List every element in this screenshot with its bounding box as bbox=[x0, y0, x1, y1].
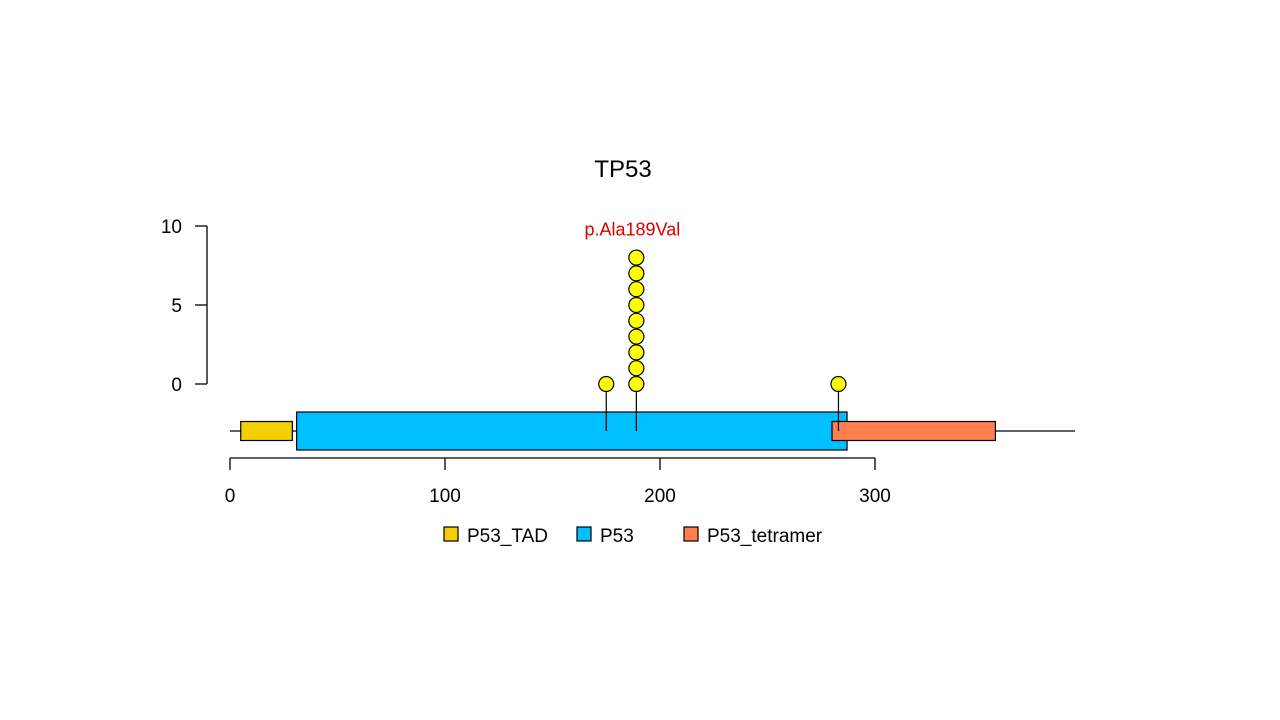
lollipop-point bbox=[628, 296, 645, 314]
x-tick-label: 300 bbox=[859, 486, 891, 507]
legend-swatch bbox=[683, 526, 699, 542]
lollipop-point bbox=[628, 328, 645, 345]
legend-label: P53_TAD bbox=[467, 526, 548, 547]
mutation-label: p.Ala189Val bbox=[584, 220, 680, 240]
lollipop-point bbox=[628, 281, 645, 298]
x-axis: 0 100 200 300 bbox=[225, 457, 891, 507]
mutation-lollipops: p.Ala189Val bbox=[584, 220, 847, 431]
legend-swatch bbox=[576, 526, 592, 542]
lollipop-point bbox=[628, 265, 645, 282]
lollipop-point bbox=[628, 249, 645, 266]
x-tick-label: 200 bbox=[644, 486, 676, 507]
y-tick-label: 0 bbox=[171, 375, 182, 396]
domain-boxes bbox=[240, 411, 996, 451]
lollipop-point bbox=[628, 344, 645, 361]
domain-p53-tad bbox=[240, 420, 293, 442]
domain-p53 bbox=[296, 411, 848, 451]
lollipop-point bbox=[598, 375, 615, 393]
legend-label: P53_tetramer bbox=[707, 526, 823, 547]
legend: P53_TAD P53 P53_tetramer bbox=[443, 526, 823, 547]
y-tick-label: 10 bbox=[161, 217, 182, 238]
x-tick-label: 0 bbox=[225, 486, 236, 507]
lollipop-point bbox=[628, 312, 645, 329]
y-axis: 0 5 10 bbox=[161, 217, 208, 396]
lollipop-point bbox=[628, 360, 645, 377]
lollipop-point bbox=[628, 375, 645, 393]
legend-swatch bbox=[443, 526, 459, 542]
legend-label: P53 bbox=[600, 526, 634, 547]
x-tick-label: 100 bbox=[429, 486, 461, 507]
lollipop-heads: p.Ala189Val bbox=[584, 220, 847, 393]
lollipop-point bbox=[830, 375, 847, 393]
domain-p53-tetramer bbox=[831, 420, 996, 442]
y-tick-label: 5 bbox=[171, 296, 182, 317]
chart-title: TP53 bbox=[594, 156, 651, 183]
